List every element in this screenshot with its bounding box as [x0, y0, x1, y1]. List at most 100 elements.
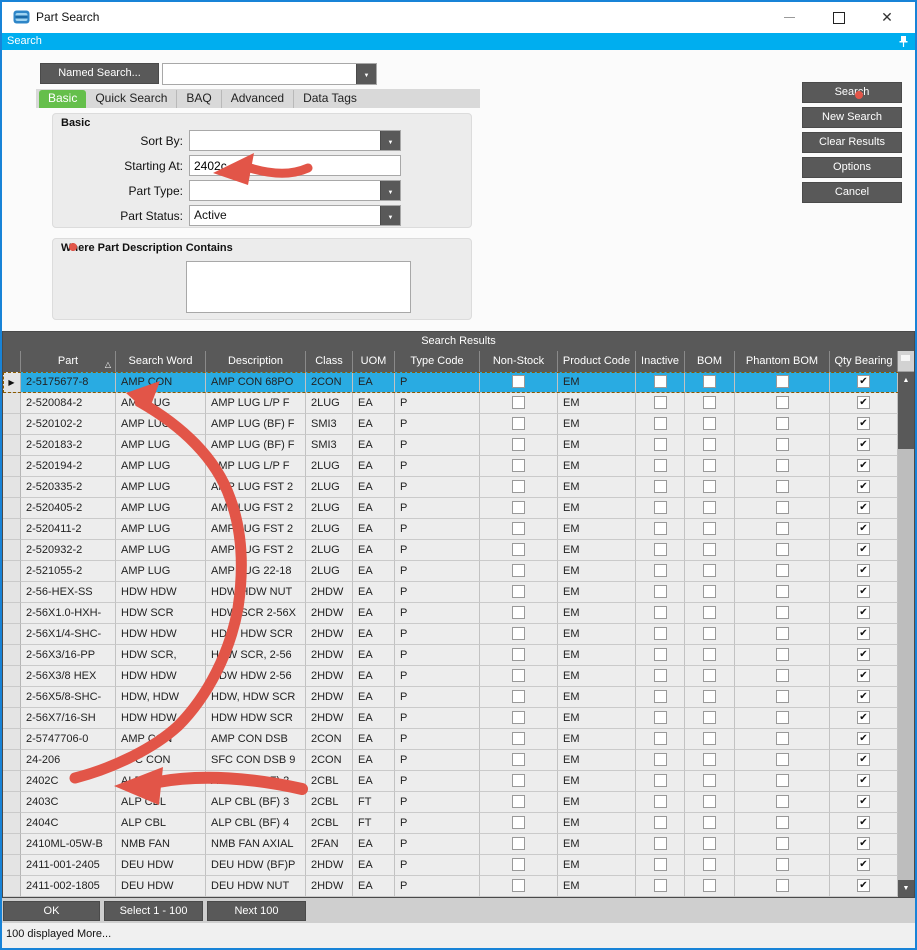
clear-results-button[interactable]: Clear Results — [802, 132, 902, 153]
qty-bearing-checkbox[interactable] — [857, 878, 870, 892]
phantom-bom-checkbox[interactable] — [775, 458, 789, 472]
inactive-checkbox[interactable] — [653, 689, 667, 703]
table-row[interactable]: 2402C ALP CBL ALP CBL (BF) 2 2CBL EA P EM — [3, 771, 914, 792]
bom-checkbox[interactable] — [703, 416, 716, 430]
inactive-checkbox[interactable] — [653, 773, 667, 787]
table-row[interactable]: 2-56X3/8 HEX HDW HDW HDW HDW 2-56 2HDW EA P EM — [3, 666, 914, 687]
non-stock-checkbox[interactable] — [512, 584, 525, 598]
phantom-bom-checkbox[interactable] — [775, 857, 789, 871]
bom-checkbox[interactable] — [703, 458, 716, 472]
phantom-bom-checkbox[interactable] — [775, 815, 789, 829]
non-stock-checkbox[interactable] — [512, 416, 525, 430]
phantom-bom-checkbox[interactable] — [775, 479, 789, 493]
bom-checkbox[interactable] — [703, 500, 716, 514]
qty-bearing-checkbox[interactable] — [857, 437, 870, 451]
phantom-bom-checkbox[interactable] — [775, 752, 789, 766]
column-header-search-word[interactable]: Search Word — [116, 351, 206, 372]
non-stock-checkbox[interactable] — [512, 521, 525, 535]
phantom-bom-checkbox[interactable] — [775, 647, 789, 661]
row-selector[interactable] — [3, 750, 21, 771]
part-status-combo[interactable]: Active ▼ — [189, 205, 401, 226]
inactive-checkbox[interactable] — [653, 836, 667, 850]
named-search-dropdown-button[interactable]: ▼ — [356, 64, 376, 84]
bom-checkbox[interactable] — [703, 752, 716, 766]
phantom-bom-checkbox[interactable] — [775, 521, 789, 535]
sort-by-dropdown-button[interactable]: ▼ — [380, 131, 400, 150]
bom-checkbox[interactable] — [703, 689, 716, 703]
phantom-bom-checkbox[interactable] — [775, 542, 789, 556]
maximize-button[interactable] — [822, 2, 856, 33]
pin-icon[interactable] — [898, 35, 909, 48]
non-stock-checkbox[interactable] — [512, 647, 525, 661]
named-search-button[interactable]: Named Search... — [40, 63, 159, 84]
phantom-bom-checkbox[interactable] — [775, 437, 789, 451]
qty-bearing-checkbox[interactable] — [857, 458, 870, 472]
minimize-button[interactable] — [772, 2, 806, 33]
row-selector[interactable] — [3, 624, 21, 645]
column-header-description[interactable]: Description — [206, 351, 306, 372]
column-header-qty-bearing[interactable]: Qty Bearing — [830, 351, 898, 372]
column-header-class[interactable]: Class — [306, 351, 353, 372]
row-selector[interactable] — [3, 813, 21, 834]
where-description-input[interactable] — [186, 261, 411, 313]
phantom-bom-checkbox[interactable] — [775, 668, 789, 682]
qty-bearing-checkbox[interactable] — [857, 689, 870, 703]
table-row[interactable]: 2411-002-1805 DEU HDW DEU HDW NUT 2HDW EA P EM — [3, 876, 914, 897]
bom-checkbox[interactable] — [703, 794, 716, 808]
non-stock-checkbox[interactable] — [512, 395, 525, 409]
row-selector[interactable] — [3, 540, 21, 561]
inactive-checkbox[interactable] — [653, 815, 667, 829]
inactive-checkbox[interactable] — [653, 626, 667, 640]
phantom-bom-checkbox[interactable] — [775, 710, 789, 724]
qty-bearing-checkbox[interactable] — [857, 542, 870, 556]
phantom-bom-checkbox[interactable] — [775, 500, 789, 514]
starting-at-field[interactable] — [189, 155, 401, 176]
table-row[interactable]: 2-56X5/8-SHC- HDW, HDW HDW, HDW SCR 2HDW EA P… — [3, 687, 914, 708]
non-stock-checkbox[interactable] — [512, 500, 525, 514]
tab-quick-search[interactable]: Quick Search — [86, 90, 178, 108]
row-selector[interactable] — [3, 456, 21, 477]
row-selector[interactable] — [3, 687, 21, 708]
non-stock-checkbox[interactable] — [512, 878, 525, 892]
row-selector[interactable] — [3, 603, 21, 624]
non-stock-checkbox[interactable] — [512, 605, 525, 619]
inactive-checkbox[interactable] — [653, 668, 667, 682]
non-stock-checkbox[interactable] — [512, 626, 525, 640]
row-selector[interactable] — [3, 666, 21, 687]
non-stock-checkbox[interactable] — [512, 857, 525, 871]
bom-checkbox[interactable] — [703, 836, 716, 850]
table-row[interactable]: 2-521055-2 AMP LUG AMP LUG 22-18 2LUG EA P EM — [3, 561, 914, 582]
table-row[interactable]: 24-206 SFC CON SFC CON DSB 9 2CON EA P EM — [3, 750, 914, 771]
row-selector[interactable] — [3, 792, 21, 813]
column-header-product-code[interactable]: Product Code — [558, 351, 636, 372]
bom-checkbox[interactable] — [703, 857, 716, 871]
qty-bearing-checkbox[interactable] — [857, 416, 870, 430]
cancel-button[interactable]: Cancel — [802, 182, 902, 203]
row-selector[interactable] — [3, 834, 21, 855]
row-selector[interactable] — [3, 729, 21, 750]
column-header-bom[interactable]: BOM — [685, 351, 735, 372]
qty-bearing-checkbox[interactable] — [857, 836, 870, 850]
qty-bearing-checkbox[interactable] — [857, 815, 870, 829]
scroll-down-button[interactable]: ▼ — [898, 880, 914, 897]
bom-checkbox[interactable] — [703, 437, 716, 451]
table-row[interactable]: 2410ML-05W-B NMB FAN NMB FAN AXIAL 2FAN EA P E… — [3, 834, 914, 855]
bom-checkbox[interactable] — [703, 395, 716, 409]
phantom-bom-checkbox[interactable] — [775, 626, 789, 640]
phantom-bom-checkbox[interactable] — [775, 689, 789, 703]
part-type-dropdown-button[interactable]: ▼ — [380, 181, 400, 200]
row-selector[interactable] — [3, 561, 21, 582]
next-100-button[interactable]: Next 100 — [207, 901, 306, 921]
table-row[interactable]: 2-56X1/4-SHC- HDW HDW HDW HDW SCR 2HDW EA P EM — [3, 624, 914, 645]
row-selector[interactable] — [3, 582, 21, 603]
table-row[interactable]: 2-520335-2 AMP LUG AMP LUG FST 2 2LUG EA P EM — [3, 477, 914, 498]
part-status-dropdown-button[interactable]: ▼ — [380, 206, 400, 225]
qty-bearing-checkbox[interactable] — [857, 584, 870, 598]
bom-checkbox[interactable] — [703, 563, 716, 577]
non-stock-checkbox[interactable] — [512, 479, 525, 493]
phantom-bom-checkbox[interactable] — [775, 584, 789, 598]
non-stock-checkbox[interactable] — [512, 563, 525, 577]
bom-checkbox[interactable] — [703, 878, 716, 892]
qty-bearing-checkbox[interactable] — [857, 374, 870, 388]
non-stock-checkbox[interactable] — [512, 689, 525, 703]
